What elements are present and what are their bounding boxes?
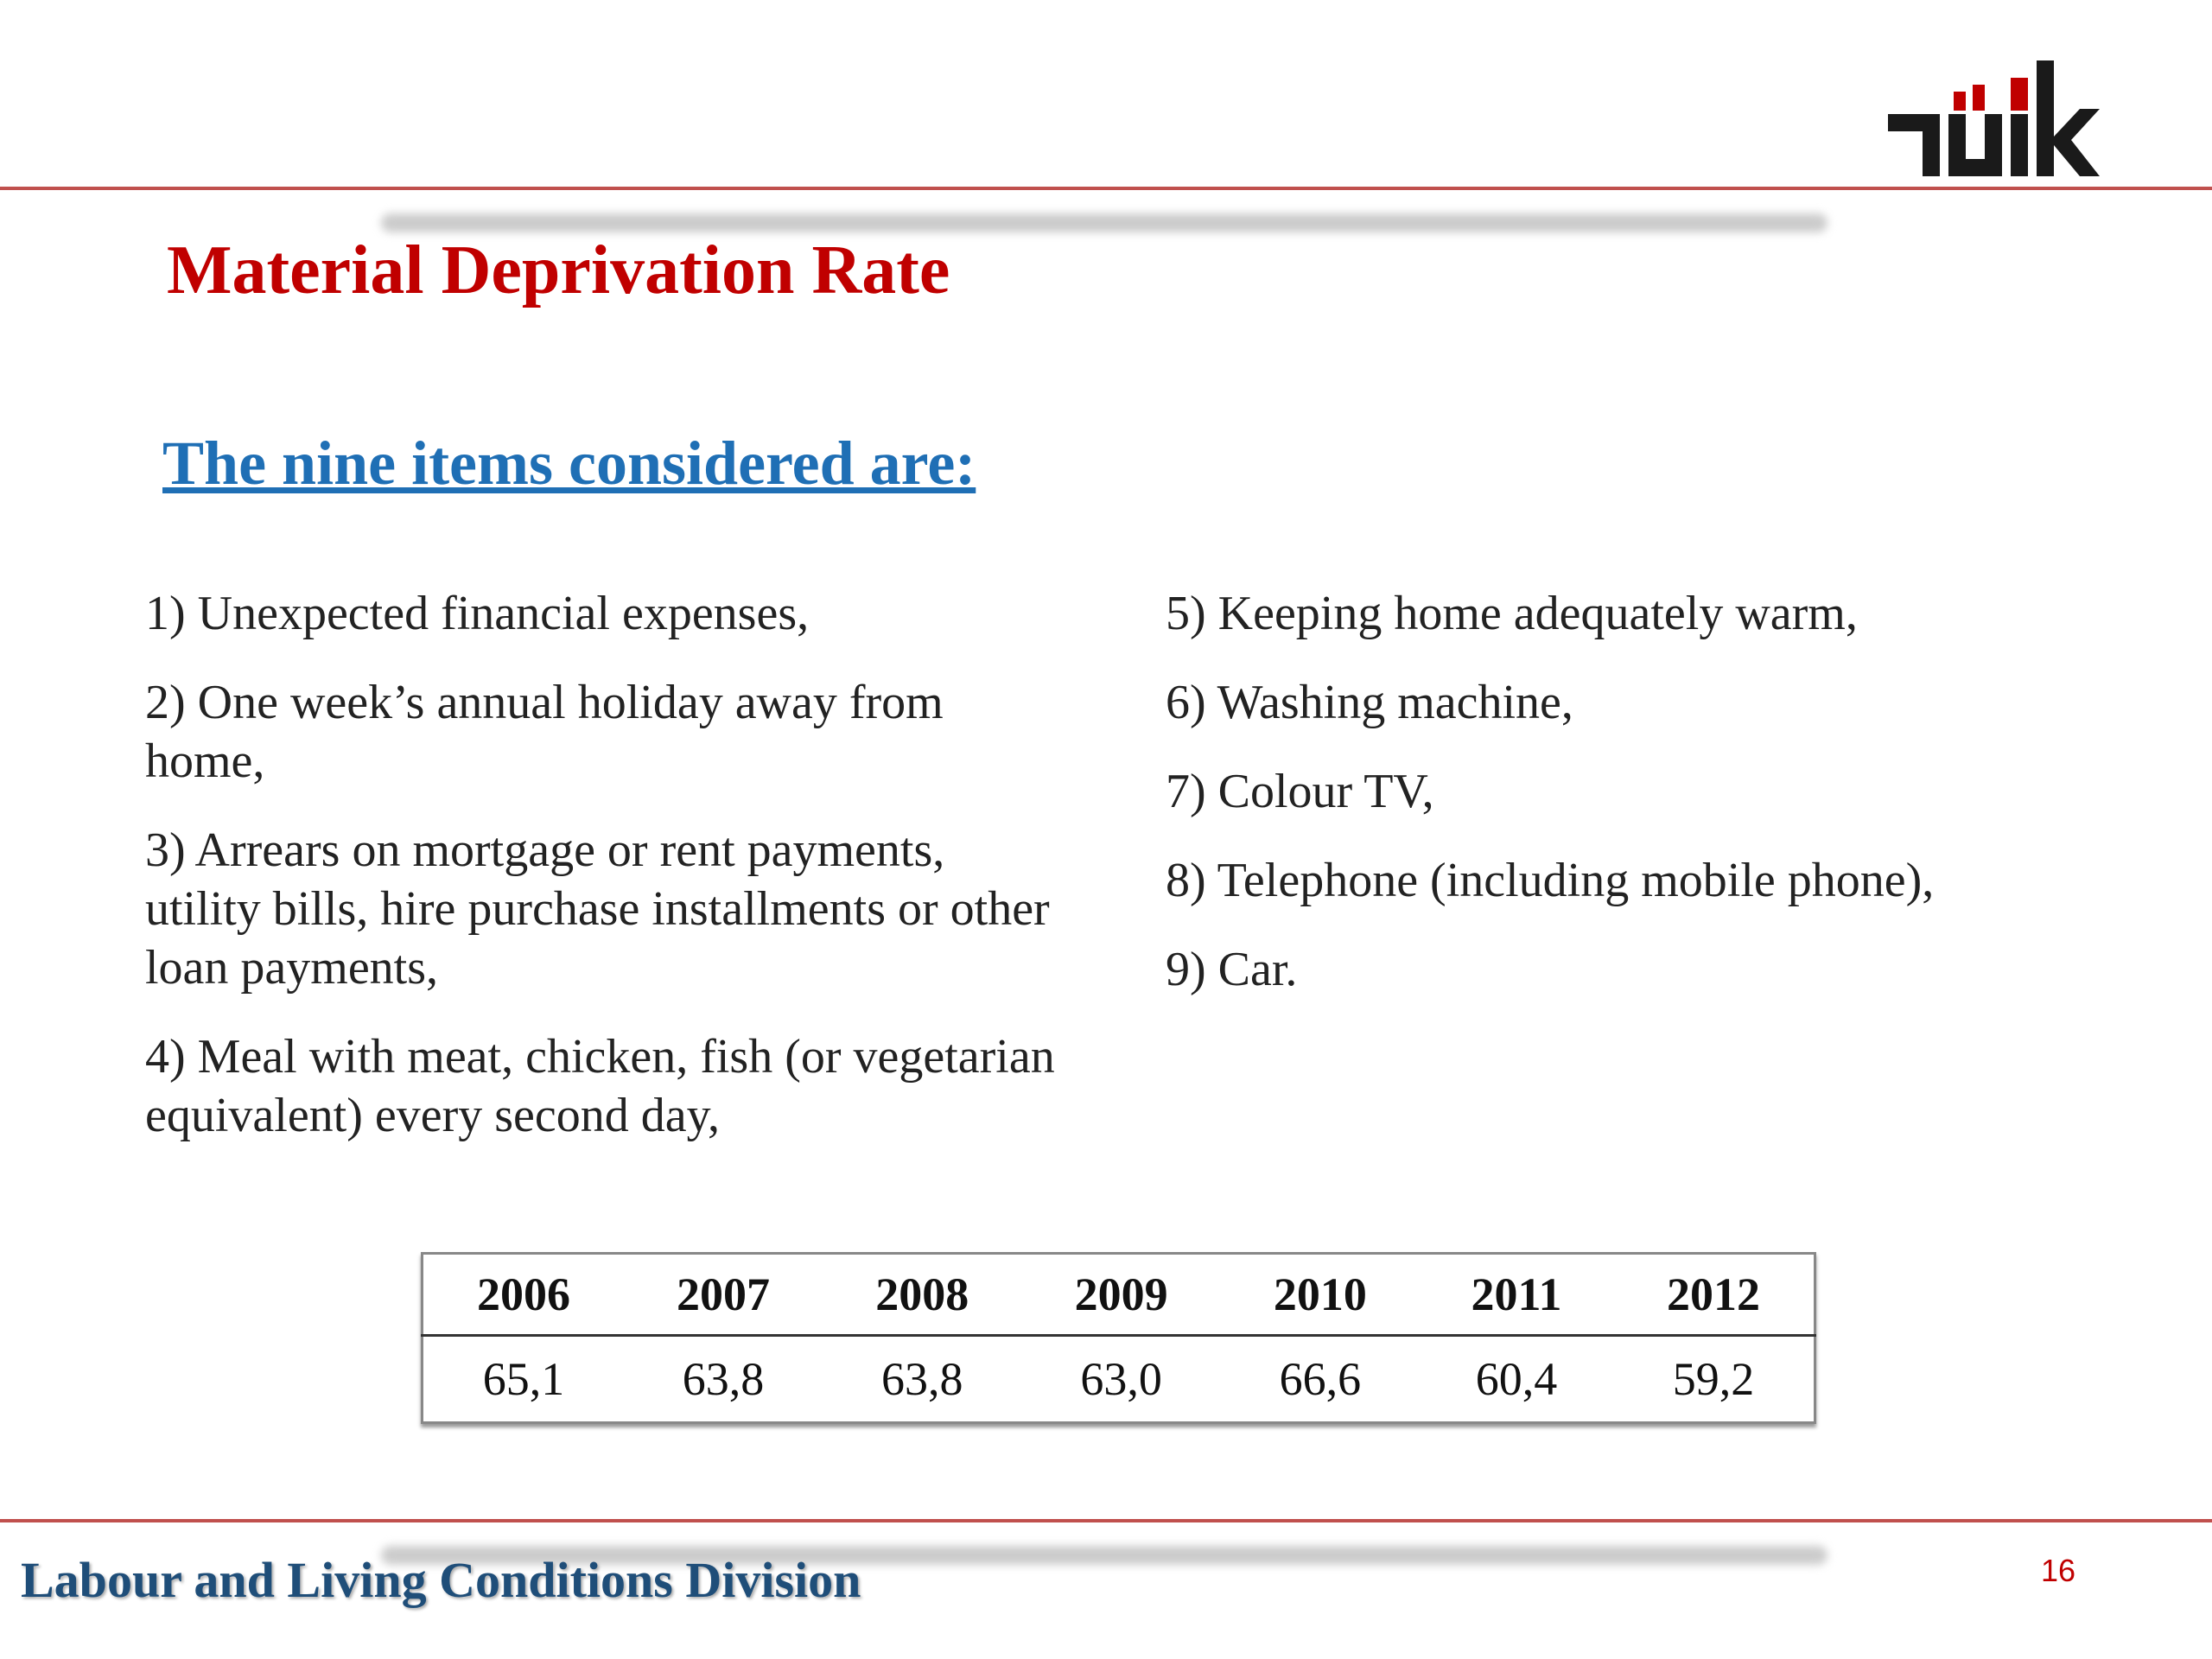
year-header: 2006 [422,1253,624,1337]
list-item: 1) Unexpected financial expenses, [145,587,810,640]
list-item: 7) Colour TV, [1166,765,1434,818]
page-number: 16 [2041,1553,2076,1588]
list-item: 8) Telephone (including mobile phone), [1166,854,1935,907]
rate-cell: 60,4 [1475,1353,1558,1405]
list-item: 4) Meal with meat, chicken, fish (or veg… [145,1030,1055,1142]
list-item: 3) Arrears on mortgage or rent payments,… [145,823,1050,995]
year-header: 2009 [1021,1253,1221,1337]
list-item: 6) Washing machine, [1166,676,1573,729]
year-header: 2011 [1419,1253,1614,1337]
division: Labour and Living Conditions Division [21,1552,861,1608]
item-column: 5) Keeping home adequately warm, 6) Washi… [1166,584,2116,1029]
table-row: 65,1 63,8 63,8 63,0 66,6 60,4 59,2 [423,1336,1815,1423]
logo [1888,60,2100,176]
rate-cell: 66,6 [1279,1353,1362,1405]
title: Material Deprivation Rate [167,232,950,308]
year-header: 2007 [623,1253,823,1337]
list-item: 5) Keeping home adequately warm, [1166,587,1858,640]
rate-cell: 65,1 [482,1353,565,1405]
rate-cell: 63,8 [682,1353,765,1405]
rate-cell: 63,0 [1080,1353,1162,1405]
year-header: 2010 [1220,1253,1420,1337]
shadow-bar [381,1546,1827,1565]
year-header: 2008 [823,1253,1022,1337]
top-rule [0,187,2212,190]
bottom-rule [0,1519,2212,1522]
rate-cell: 59,2 [1672,1353,1755,1405]
subtitle: The nine items considered are: [162,429,976,498]
list-item: 9) Car. [1166,943,1298,996]
rate-table: 2006 2007 2008 2009 2010 2011 2012 65,1 63,8 63,8… [421,1252,1816,1424]
year-header: 2012 [1613,1253,1815,1337]
shadow-bar [381,213,1827,232]
list-item: 2) One week’s annual holiday away from h… [145,676,944,788]
item-column: 1) Unexpected financial expenses, 2) One … [145,584,1061,1175]
rate-cell: 63,8 [881,1353,963,1405]
